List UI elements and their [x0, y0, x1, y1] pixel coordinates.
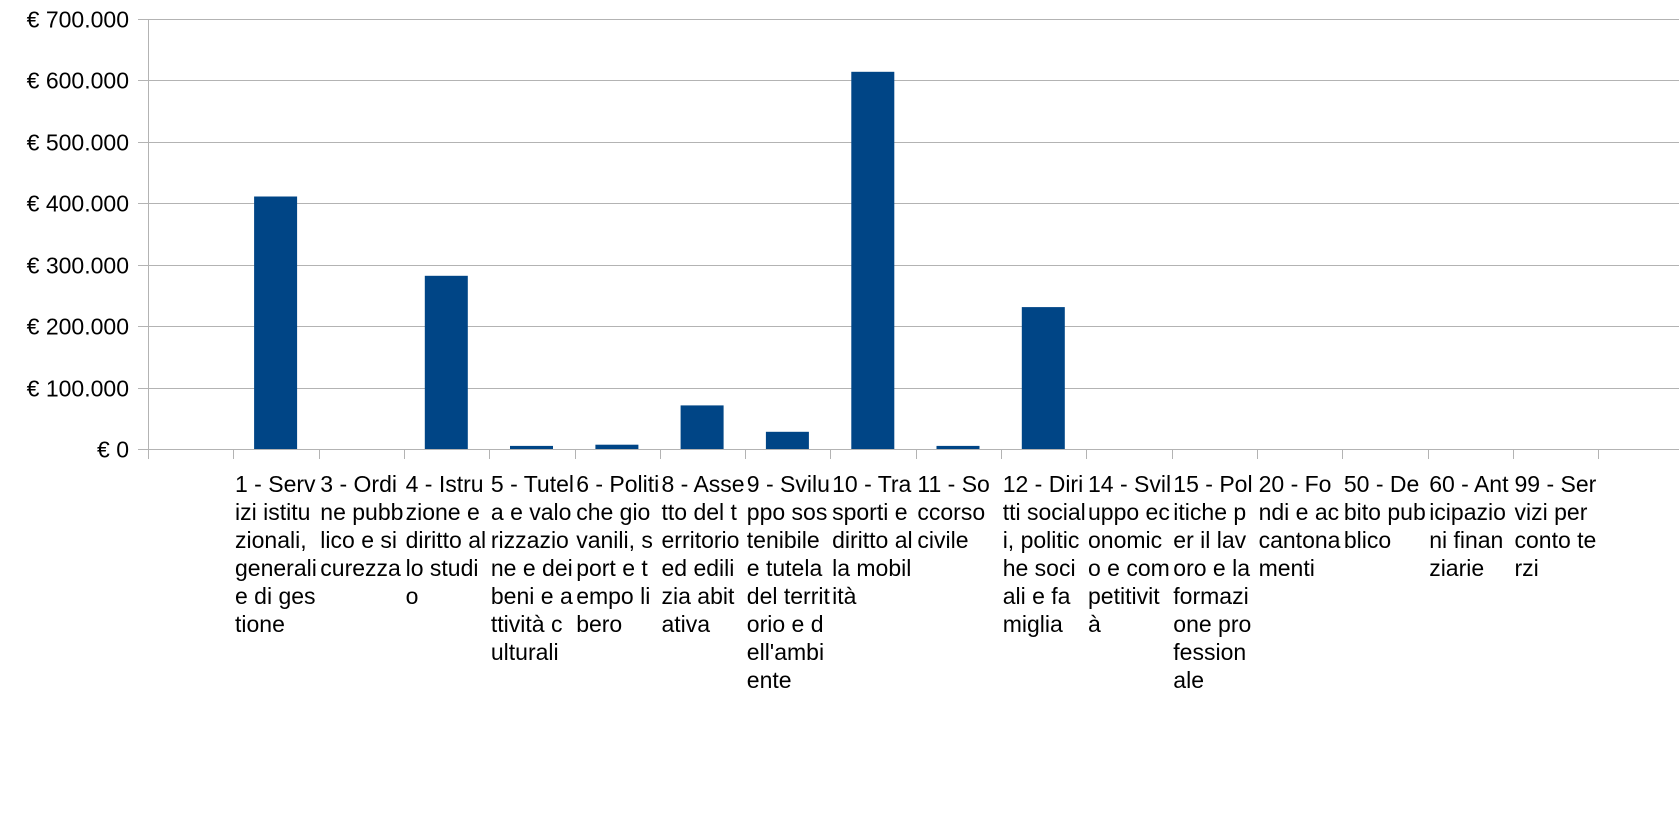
grid-lines [148, 19, 1679, 389]
x-tick-label: 1 - Servizi istituzionali, generali e di… [235, 471, 317, 637]
y-tick-label: € 100.000 [27, 376, 129, 402]
x-tick-label: 6 - Politiche giovanili, sport e tempo l… [576, 471, 660, 637]
x-tick-label: 12 - Diritti sociali, politiche sociali … [1002, 471, 1086, 637]
x-tick-label: 8 - Assetto del territorio ed edilizia a… [661, 471, 745, 637]
x-tick-label: 3 - Ordine pubblico e sicurezza [320, 471, 404, 581]
x-tick-label: 20 - Fondi e accantonamenti [1258, 471, 1341, 581]
x-tick-label: 9 - Sviluppo sostenibile e tutela del te… [746, 471, 830, 693]
x-tick-label: 5 - Tutela e valorizzazione e dei beni e… [490, 471, 574, 665]
x-tick-label: 4 - Istruzione e diritto allo studio [405, 471, 487, 609]
x-tick-label: 50 - Debito pubblico [1343, 471, 1426, 553]
x-tick-label: 11 - Soccorso civile [917, 471, 990, 553]
y-axis: € 0 € 100.000 € 200.000 € 300.000 € 400.000 €… [27, 7, 149, 463]
x-tick-label: 14 - Sviluppo economico e competitività [1088, 471, 1172, 637]
bar [765, 431, 809, 449]
x-tick-label: 10 - Trasporti e diritto alla mobilità [832, 471, 913, 609]
x-tick-label: 99 - Servizi per conto terzi [1514, 471, 1597, 581]
y-tick-label: € 200.000 [27, 314, 129, 340]
bar [510, 445, 553, 449]
bar [424, 275, 468, 449]
y-tick-label: € 0 [97, 437, 129, 463]
bars [254, 71, 1065, 450]
bar [851, 71, 895, 450]
bar [1021, 307, 1065, 449]
x-tick-label: 15 - Politiche per il lavoro e la formaz… [1173, 471, 1253, 693]
bar [595, 444, 639, 449]
bar [680, 405, 724, 449]
y-tick-label: € 500.000 [27, 130, 129, 156]
x-tick-label: 60 - Anticipazioni finanziarie [1429, 471, 1509, 581]
y-tick-label: € 400.000 [27, 191, 129, 217]
bar [254, 196, 298, 449]
y-tick-label: € 600.000 [27, 68, 129, 94]
bar [936, 445, 980, 449]
x-axis [148, 449, 1679, 459]
y-tick-label: € 700.000 [27, 7, 129, 33]
y-tick-label: € 300.000 [27, 253, 129, 279]
